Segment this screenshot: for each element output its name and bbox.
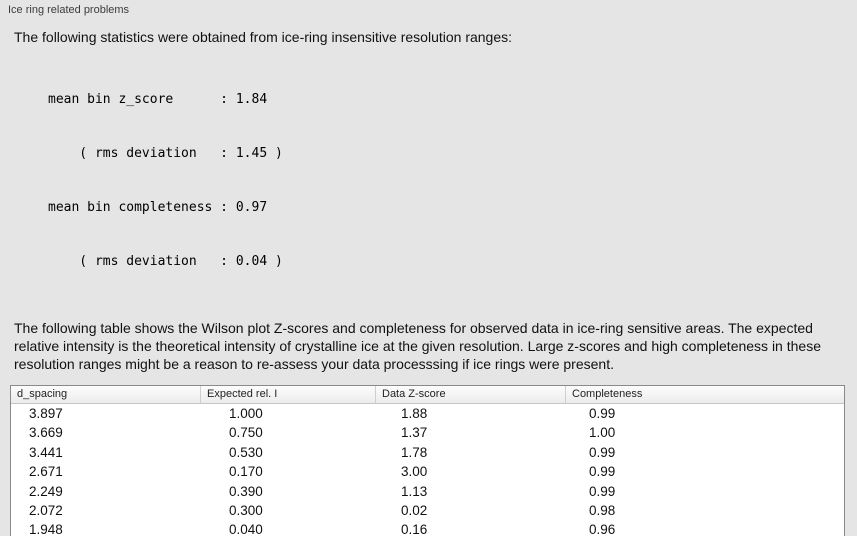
cell-data-z-score: 0.02 — [401, 502, 428, 518]
cell-d-spacing: 3.897 — [29, 406, 63, 421]
cell-completeness: 0.99 — [589, 406, 616, 421]
cell-completeness: 0.99 — [589, 444, 616, 460]
table-header-row: d_spacing Expected rel. I Data Z-score C… — [11, 386, 844, 404]
stat-line-mean-completeness: mean bin completeness : 0.97 — [48, 200, 268, 215]
table-row[interactable]: 2.072 0.300 0.02 0.98 — [11, 501, 844, 520]
ice-ring-table: d_spacing Expected rel. I Data Z-score C… — [10, 385, 845, 536]
cell-completeness: 0.99 — [589, 464, 616, 480]
cell-data-z-score: 1.88 — [401, 406, 428, 421]
cell-expected-rel-i: 0.170 — [229, 464, 263, 480]
cell-data-z-score: 0.16 — [401, 522, 428, 536]
cell-expected-rel-i: 0.040 — [229, 522, 263, 536]
cell-data-z-score: 1.78 — [401, 444, 428, 460]
table-row[interactable]: 3.441 0.530 1.78 0.99 — [11, 443, 844, 462]
cell-d-spacing: 2.249 — [29, 483, 63, 499]
cell-expected-rel-i: 0.300 — [229, 502, 263, 518]
table-row[interactable]: 2.249 0.390 1.13 0.99 — [11, 482, 844, 501]
column-header-data-z-score[interactable]: Data Z-score — [376, 386, 566, 403]
cell-expected-rel-i: 1.000 — [229, 406, 263, 421]
cell-d-spacing: 1.948 — [29, 522, 63, 536]
column-header-d-spacing[interactable]: d_spacing — [11, 386, 201, 403]
cell-d-spacing: 3.441 — [29, 444, 63, 460]
cell-completeness: 1.00 — [589, 425, 616, 441]
table-row[interactable]: 1.948 0.040 0.16 0.96 — [11, 520, 844, 536]
column-header-expected-rel-i[interactable]: Expected rel. I — [201, 386, 376, 403]
stat-line-z-rms-deviation: ( rms deviation : 1.45 ) — [48, 146, 283, 161]
column-header-completeness[interactable]: Completeness — [572, 388, 643, 400]
statistics-block: mean bin z_score : 1.84 ( rms deviation … — [48, 55, 857, 289]
stat-line-completeness-rms-deviation: ( rms deviation : 0.04 ) — [48, 254, 283, 269]
cell-d-spacing: 3.669 — [29, 425, 63, 441]
cell-data-z-score: 1.37 — [401, 425, 428, 441]
cell-data-z-score: 1.13 — [401, 483, 428, 499]
panel-title: Ice ring related problems — [8, 4, 130, 16]
cell-data-z-score: 3.00 — [401, 464, 428, 480]
table-description-text: The following table shows the Wilson plo… — [14, 320, 821, 372]
table-row[interactable]: 3.669 0.750 1.37 1.00 — [11, 423, 844, 442]
cell-completeness: 0.98 — [589, 502, 616, 518]
cell-expected-rel-i: 0.530 — [229, 444, 263, 460]
table-row[interactable]: 3.897 1.000 1.88 0.99 — [11, 404, 844, 423]
table-row[interactable]: 2.671 0.170 3.00 0.99 — [11, 462, 844, 481]
cell-expected-rel-i: 0.750 — [229, 425, 263, 441]
intro-text: The following statistics were obtained f… — [14, 29, 513, 45]
cell-d-spacing: 2.072 — [29, 502, 63, 518]
stat-line-mean-z-score: mean bin z_score : 1.84 — [48, 92, 268, 107]
cell-d-spacing: 2.671 — [29, 464, 63, 480]
cell-completeness: 0.99 — [589, 483, 616, 499]
cell-completeness: 0.96 — [589, 522, 616, 536]
cell-expected-rel-i: 0.390 — [229, 483, 263, 499]
